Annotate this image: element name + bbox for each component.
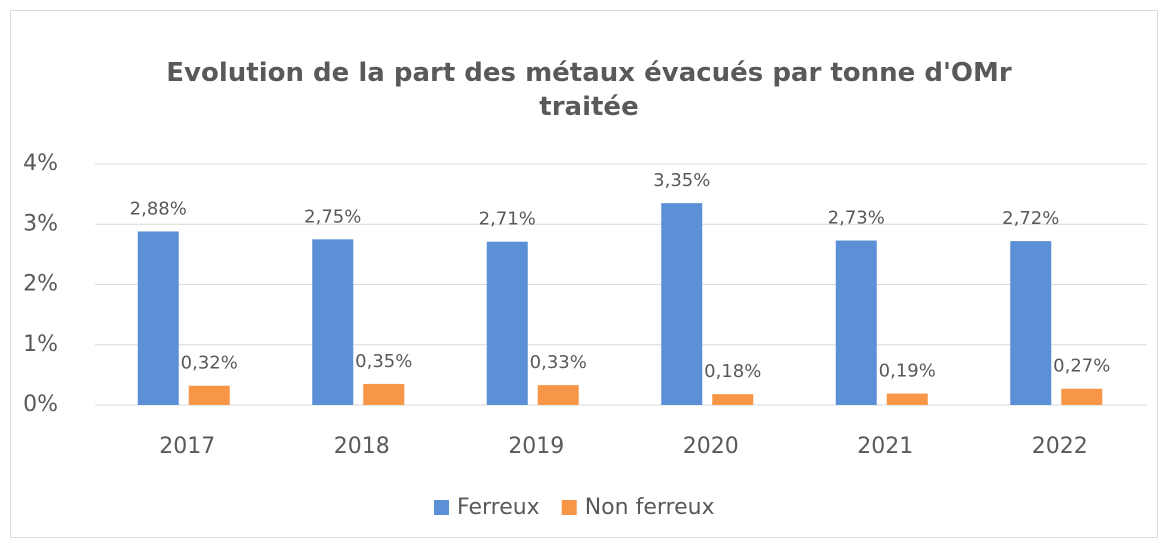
y-tick-label: 2% xyxy=(23,272,58,297)
bar xyxy=(886,393,928,405)
chart-title: Evolution de la part des métaux évacués … xyxy=(166,58,1012,122)
y-tick-label: 0% xyxy=(23,392,58,417)
bar xyxy=(1061,388,1103,405)
x-tick-label: 2018 xyxy=(334,434,390,459)
y-tick-label: 4% xyxy=(23,151,58,176)
x-tick-label: 2021 xyxy=(857,434,913,459)
bar xyxy=(661,203,703,405)
legend-label: Non ferreux xyxy=(585,495,715,520)
bar xyxy=(486,241,528,405)
bar xyxy=(363,383,405,405)
bar xyxy=(312,239,354,405)
data-label: 0,27% xyxy=(1053,356,1110,377)
data-label: 0,19% xyxy=(879,361,936,382)
data-label: 0,18% xyxy=(704,361,761,382)
data-label: 2,71% xyxy=(479,209,536,230)
legend-label: Ferreux xyxy=(457,495,540,520)
data-label: 0,35% xyxy=(355,351,412,372)
bar xyxy=(712,394,754,405)
data-label: 3,35% xyxy=(653,170,710,191)
bar xyxy=(137,231,179,405)
legend-swatch xyxy=(434,500,449,515)
legend-swatch xyxy=(561,500,577,515)
y-tick-label: 3% xyxy=(23,211,58,236)
data-label: 2,88% xyxy=(130,198,187,219)
x-tick-label: 2020 xyxy=(683,434,739,459)
x-tick-label: 2019 xyxy=(508,434,564,459)
bar xyxy=(1010,241,1052,405)
x-tick-label: 2017 xyxy=(159,434,215,459)
x-tick-label: 2022 xyxy=(1032,434,1088,459)
bar xyxy=(835,240,877,405)
bar xyxy=(188,385,230,405)
data-label: 0,33% xyxy=(530,352,587,373)
data-label: 0,32% xyxy=(181,353,238,374)
y-tick-label: 1% xyxy=(23,332,58,357)
data-label: 2,75% xyxy=(304,206,361,227)
data-label: 2,73% xyxy=(828,208,885,229)
chart-frame xyxy=(10,10,1158,538)
bar xyxy=(537,385,579,405)
data-label: 2,72% xyxy=(1002,208,1059,229)
